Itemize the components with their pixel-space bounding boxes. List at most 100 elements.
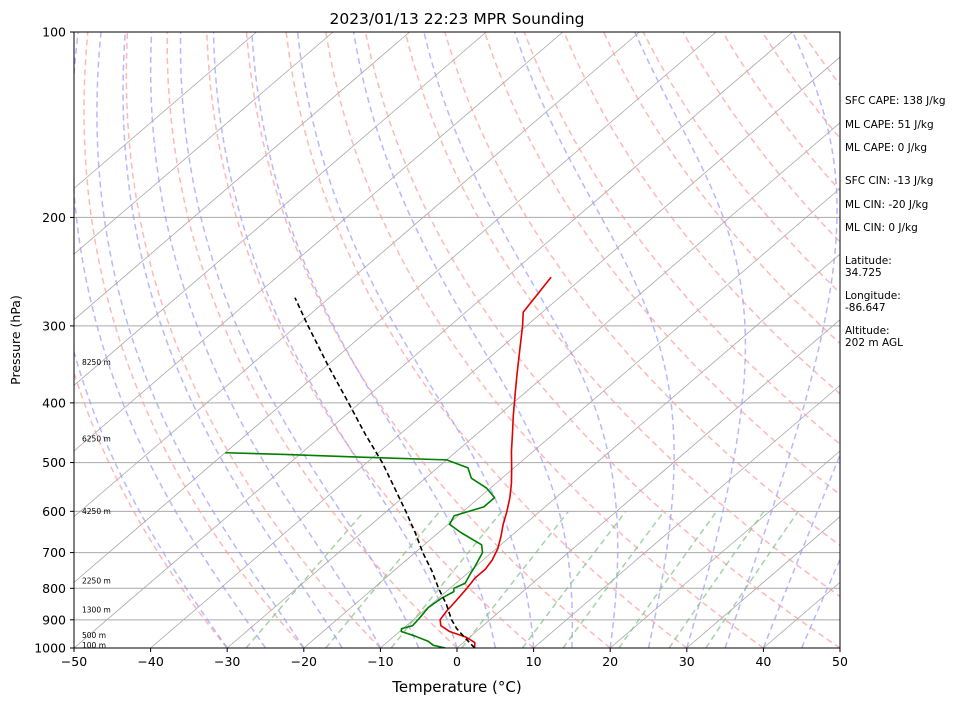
stats-line: Longitude: (845, 290, 901, 302)
temperature-profile-line (439, 276, 552, 648)
x-tick-label: 10 (526, 654, 542, 669)
dry-adiabat-line (325, 32, 764, 648)
sounding-profiles (225, 276, 552, 648)
y-tick-label: 800 (42, 581, 66, 596)
dewpoint-profile-line (225, 451, 496, 648)
y-tick-label: 400 (42, 395, 66, 410)
sounding-stats-panel: SFC CAPE: 138 J/kg ML CAPE: 51 J/kg ML CAP… (845, 95, 946, 349)
y-tick-label: 1000 (34, 641, 66, 656)
mixing-ratio-line (562, 510, 665, 648)
x-axis-title: Temperature (°C) (391, 678, 521, 696)
moist-adiabat-line (74, 348, 228, 648)
y-tick-label: 700 (42, 545, 66, 560)
height-label: 100 m (82, 641, 106, 650)
x-axis-ticks: −50 −40 −30 −20 −10 0 10 20 30 40 50 (61, 648, 848, 669)
mixing-ratio-line (618, 510, 718, 648)
x-tick-label: 40 (755, 654, 771, 669)
isotherm-line (150, 56, 840, 648)
moist-adiabat-line (96, 32, 305, 648)
stats-line: -86.647 (845, 302, 886, 314)
moist-adiabat-line (149, 32, 382, 648)
stats-line: SFC CIN: -13 J/kg (845, 175, 933, 187)
moist-adiabat-line (423, 32, 619, 648)
height-label: 4250 m (82, 507, 111, 516)
stats-line: ML CIN: -20 J/kg (845, 199, 928, 211)
y-tick-label: 900 (42, 612, 66, 627)
stats-line: ML CAPE: 0 J/kg (845, 142, 927, 154)
moist-adiabat-line (179, 32, 420, 648)
isotherm-line (74, 32, 410, 321)
dry-adiabat-line (166, 32, 458, 648)
isotherm-line (74, 32, 334, 255)
height-label: 6250 m (82, 435, 111, 444)
x-tick-label: −10 (367, 654, 393, 669)
isotherm-line (686, 516, 840, 648)
isotherm-line (74, 32, 564, 452)
isotherm-line (74, 32, 487, 386)
mixing-ratio-line (245, 510, 365, 648)
height-label: 8250 m (82, 358, 111, 367)
height-label: 1300 m (82, 606, 111, 615)
moist-adiabat-line (296, 32, 535, 648)
moist-adiabat-line (122, 32, 343, 648)
x-tick-label: 20 (602, 654, 618, 669)
mixing-ratio-line (390, 510, 503, 648)
y-tick-label: 300 (42, 318, 66, 333)
moist-adiabat-line (212, 32, 458, 648)
height-label: 500 m (82, 631, 106, 640)
moist-adiabat-line (352, 32, 574, 648)
mixing-ratio-line (521, 510, 627, 648)
stats-line: 202 m AGL (845, 337, 903, 349)
stats-line: Latitude: (845, 255, 892, 267)
y-axis-title: Pressure (hPa) (8, 295, 23, 385)
isotherm-line (533, 384, 840, 648)
x-tick-label: 30 (679, 654, 695, 669)
y-axis-ticks: 100 200 300 400 500 600 700 800 900 1000 (34, 25, 74, 656)
mixing-ratio-line (668, 510, 765, 648)
isotherm-line (609, 450, 840, 648)
height-label: 2250 m (82, 576, 111, 585)
x-tick-label: −50 (61, 654, 87, 669)
stats-line: SFC CAPE: 138 J/kg (845, 95, 946, 107)
stats-line: Altitude: (845, 325, 890, 337)
x-tick-label: 50 (832, 654, 848, 669)
dry-adiabat-line (245, 32, 611, 648)
isotherm-line (303, 187, 840, 648)
y-tick-label: 600 (42, 504, 66, 519)
moist-adiabat-line (762, 452, 840, 648)
moist-adiabat-line (724, 32, 838, 648)
dry-adiabat-line (364, 32, 840, 648)
isotherm-line (74, 32, 793, 648)
guide-lines (74, 32, 840, 648)
stats-line: ML CIN: 0 J/kg (845, 222, 918, 234)
x-tick-label: −20 (291, 654, 317, 669)
dry-adiabat-line (74, 370, 228, 648)
y-tick-label: 100 (42, 25, 66, 40)
y-tick-label: 200 (42, 210, 66, 225)
dry-adiabat-line (206, 32, 535, 648)
mixing-ratio-line (325, 510, 441, 648)
moist-adiabat-line (513, 32, 675, 648)
stats-line: 34.725 (845, 267, 882, 279)
x-tick-label: 0 (453, 654, 461, 669)
moist-adiabat-line (74, 32, 267, 648)
mixing-ratio-line (461, 510, 570, 648)
isotherm-line (74, 32, 257, 189)
chart-title: 2023/01/13 22:23 MPR Sounding (329, 10, 584, 28)
moist-adiabat-line (251, 32, 497, 648)
isotherm-line (74, 32, 717, 583)
x-tick-label: −40 (137, 654, 163, 669)
x-tick-label: −30 (214, 654, 240, 669)
y-tick-label: 500 (42, 455, 66, 470)
mixing-ratio-line (705, 510, 799, 648)
isotherm-line (380, 253, 840, 648)
isotherm-line (456, 319, 840, 648)
isotherm-line (74, 32, 640, 518)
dry-adiabat-line (404, 32, 840, 598)
parcel-profile-line (294, 297, 476, 648)
isotherm-line (226, 122, 840, 648)
stats-line: ML CAPE: 51 J/kg (845, 119, 934, 131)
